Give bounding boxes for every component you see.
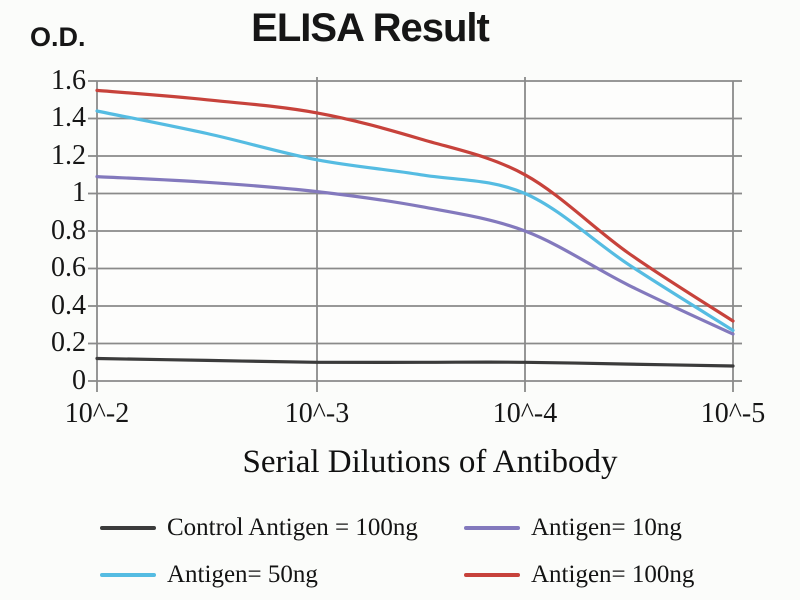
y-tick-label: 0 <box>72 365 86 396</box>
y-axis-unit-label: O.D. <box>30 22 86 52</box>
legend-label: Antigen= 50ng <box>167 561 318 588</box>
x-tick-label: 10^-4 <box>492 398 558 429</box>
series-line <box>95 88 735 323</box>
y-tick-label: 0.6 <box>51 252 86 283</box>
x-tick-label: 10^-5 <box>700 398 766 429</box>
chart-title: ELISA Result <box>251 6 490 50</box>
series-line <box>95 356 735 368</box>
legend-item-antigen-100ng: Antigen= 100ng <box>464 559 694 591</box>
legend-line-swatch <box>100 526 156 530</box>
legend-label: Antigen= 10ng <box>531 514 682 541</box>
legend-label: Control Antigen = 100ng <box>167 514 418 541</box>
legend-item-control-antigen: Control Antigen = 100ng <box>100 512 418 544</box>
y-tick-label: 1.2 <box>51 140 86 171</box>
y-tick-label: 0.8 <box>51 215 86 246</box>
series-line <box>95 175 735 336</box>
legend-item-antigen-50ng: Antigen= 50ng <box>100 559 318 591</box>
legend-item-antigen-10ng: Antigen= 10ng <box>464 512 682 544</box>
y-tick-label: 1 <box>72 177 86 208</box>
legend-label: Antigen= 100ng <box>531 561 695 588</box>
y-tick-label: 0.2 <box>51 327 86 358</box>
legend-line-swatch <box>464 526 520 530</box>
series-line <box>95 109 735 332</box>
y-tick-label: 1.6 <box>51 65 86 96</box>
legend-line-swatch <box>100 573 156 577</box>
y-tick-label: 1.4 <box>51 102 86 133</box>
legend-line-swatch <box>464 573 520 577</box>
x-tick-label: 10^-3 <box>284 398 350 429</box>
x-axis-title: Serial Dilutions of Antibody <box>242 444 618 480</box>
y-tick-label: 0.4 <box>51 290 86 321</box>
x-tick-label: 10^-2 <box>64 398 130 429</box>
